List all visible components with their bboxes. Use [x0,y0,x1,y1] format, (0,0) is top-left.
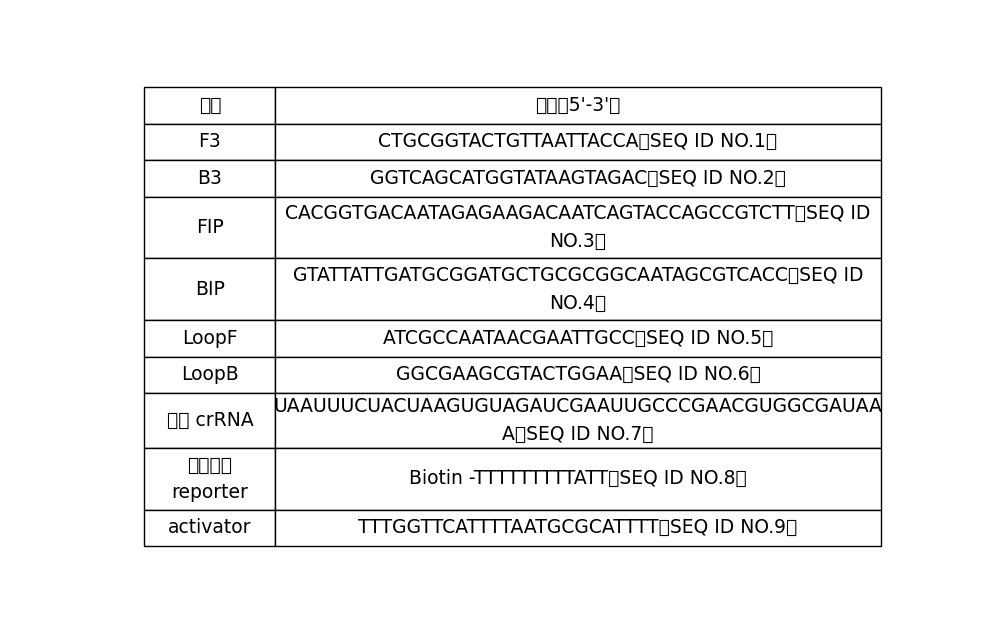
Text: 序列（5'-3'）: 序列（5'-3'） [535,96,621,115]
Text: LoopB: LoopB [181,366,239,384]
Text: GGCGAAGCGTACTGGAA（SEQ ID NO.6）: GGCGAAGCGTACTGGAA（SEQ ID NO.6） [396,366,760,384]
Text: TTTGGTTCATTTTAATGCGCATTTT（SEQ ID NO.9）: TTTGGTTCATTTTAATGCGCATTTT（SEQ ID NO.9） [358,519,798,537]
Bar [144,357,275,393]
Bar [144,87,275,124]
Bar [275,196,881,258]
Bar [275,124,881,160]
Bar [275,320,881,357]
Bar [275,393,881,448]
Text: BIP: BIP [195,280,225,299]
Text: 名称: 名称 [199,96,221,115]
Text: B3: B3 [197,169,222,188]
Bar [275,357,881,393]
Text: CACGGTGACAATAGAGAAGACAATCAGTACCAGCCGTCTT（SEQ ID
NO.3）: CACGGTGACAATAGAGAAGACAATCAGTACCAGCCGTCTT… [285,204,871,251]
Text: Biotin -TTTTTTTTTATT（SEQ ID NO.8）: Biotin -TTTTTTTTTATT（SEQ ID NO.8） [409,469,747,488]
Bar [144,393,275,448]
Text: 特异 crRNA: 特异 crRNA [167,411,253,430]
Text: GTATTATTGATGCGGATGCTGCGCGGCAATAGCGTCACC（SEQ ID
NO.4）: GTATTATTGATGCGGATGCTGCGCGGCAATAGCGTCACC（… [293,266,863,312]
Text: LoopF: LoopF [182,329,238,348]
Text: F3: F3 [199,132,221,151]
Bar [275,510,881,546]
Bar [144,124,275,160]
Bar [144,196,275,258]
Bar [275,258,881,320]
Bar [275,448,881,510]
Text: UAAUUUCUACUAAGUGUAGAUCGAAUUGCCCGAACGUGGCGAUAA
A（SEQ ID NO.7）: UAAUUUCUACUAAGUGUAGAUCGAAUUGCCCGAACGUGGC… [274,398,883,443]
Text: 生物素化
reporter: 生物素化 reporter [171,455,248,502]
Text: GGTCAGCATGGTATAAGTAGAC（SEQ ID NO.2）: GGTCAGCATGGTATAAGTAGAC（SEQ ID NO.2） [370,169,786,188]
Bar [144,510,275,546]
Bar [144,160,275,196]
Text: CTGCGGTACTGTTAATTACCA（SEQ ID NO.1）: CTGCGGTACTGTTAATTACCA（SEQ ID NO.1） [378,132,778,151]
Bar [144,320,275,357]
Text: FIP: FIP [196,218,224,237]
Bar [144,448,275,510]
Text: ATCGCCAATAACGAATTGCC（SEQ ID NO.5）: ATCGCCAATAACGAATTGCC（SEQ ID NO.5） [383,329,773,348]
Bar [144,258,275,320]
Text: activator: activator [168,519,252,537]
Bar [275,87,881,124]
Bar [275,160,881,196]
